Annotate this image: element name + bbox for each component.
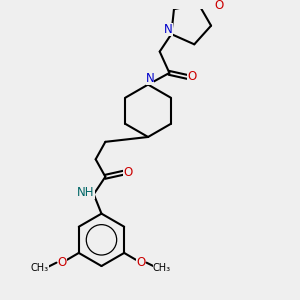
Text: NH: NH (77, 186, 95, 199)
Text: O: O (58, 256, 67, 269)
Text: O: O (187, 70, 196, 83)
Text: N: N (164, 23, 173, 36)
Text: CH₃: CH₃ (153, 263, 171, 274)
Text: O: O (214, 0, 224, 12)
Text: O: O (136, 256, 145, 269)
Text: CH₃: CH₃ (31, 263, 49, 274)
Text: N: N (146, 72, 154, 85)
Text: O: O (123, 167, 132, 179)
